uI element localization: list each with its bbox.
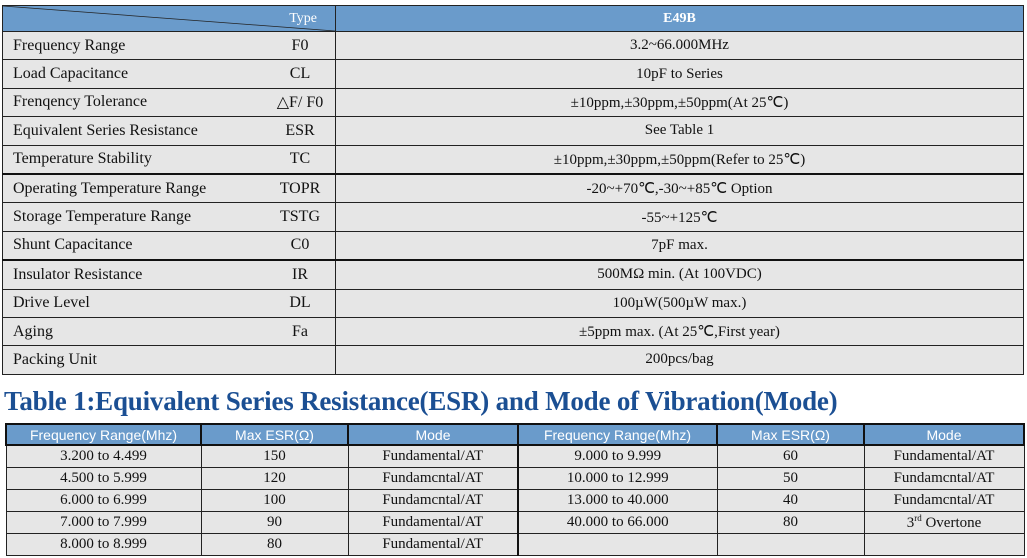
param-symbol: DL: [265, 288, 336, 318]
spec-row: Operating Temperature Range TOPR -20~+70℃,…: [2, 172, 1024, 204]
mode-cell: Fundamental/AT: [347, 533, 519, 556]
model-header: E49B: [335, 5, 1024, 32]
param-name: Shunt Capacitance: [2, 230, 265, 261]
param-symbol: Fa: [265, 316, 336, 347]
param-symbol: △F/ F0: [265, 87, 336, 118]
max-esr-cell: 120: [200, 467, 349, 490]
param-value: 500MΩ min. (At 100VDC): [335, 259, 1024, 290]
freq-range-cell: 4.500 to 5.999: [5, 467, 202, 490]
param-symbol: TOPR: [265, 172, 336, 204]
esr-row: 4.500 to 5.999 120 Fundamcntal/AT 10.000 to…: [5, 467, 1025, 490]
type-header: Type: [2, 5, 336, 32]
param-name: Packing Unit: [2, 345, 265, 375]
max-esr-cell: 90: [200, 511, 349, 534]
max-esr-cell: 40: [716, 489, 865, 512]
spec-row: Insulator Resistance IR 500MΩ min. (At 100…: [2, 259, 1024, 290]
overtone-text: Overtone: [921, 515, 982, 531]
spec-row: Equivalent Series Resistance ESR See Table…: [2, 116, 1024, 146]
param-symbol: CL: [265, 59, 336, 89]
freq-range-cell: 6.000 to 6.999: [5, 489, 202, 512]
mode-cell: Fundamental/AT: [347, 511, 519, 534]
max-esr-cell: [716, 533, 865, 556]
param-name: Insulator Resistance: [2, 259, 265, 290]
spec-table: Type E49B Frequency Range F0 3.2~66.000MHz…: [2, 5, 1024, 375]
esr-row: 8.000 to 8.999 80 Fundamental/AT: [5, 533, 1025, 556]
mode-cell: Fundamental/AT: [347, 444, 519, 468]
spec-row: Frenqency Tolerance △F/ F0 ±10ppm,±30ppm,±…: [2, 87, 1024, 118]
col-esr-2: Max ESR(Ω): [716, 423, 865, 446]
param-value: 10pF to Series: [335, 59, 1024, 89]
param-symbol: ESR: [265, 116, 336, 146]
param-name: Drive Level: [2, 288, 265, 318]
param-symbol: IR: [265, 259, 336, 290]
param-name: Frenqency Tolerance: [2, 87, 265, 118]
spec-row: Load Capacitance CL 10pF to Series: [2, 59, 1024, 89]
param-name: Equivalent Series Resistance: [2, 116, 265, 146]
mode-cell: Fundamental/AT: [863, 444, 1025, 468]
col-freq-1: Frequency Range(Mhz): [5, 423, 202, 446]
param-value: 200pcs/bag: [335, 345, 1024, 375]
param-name: Frequency Range: [2, 30, 265, 61]
param-value: 7pF max.: [335, 230, 1024, 261]
freq-range-cell: [517, 533, 718, 556]
spec-row: Packing Unit 200pcs/bag: [2, 345, 1024, 375]
param-value: 3.2~66.000MHz: [335, 30, 1024, 61]
spec-row: Frequency Range F0 3.2~66.000MHz: [2, 30, 1024, 61]
diagonal-divider: [3, 6, 335, 31]
spec-row: Drive Level DL 100µW(500µW max.): [2, 288, 1024, 318]
col-freq-2: Frequency Range(Mhz): [517, 423, 718, 446]
freq-range-cell: 3.200 to 4.499: [5, 444, 202, 468]
param-value: ±10ppm,±30ppm,±50ppm(Refer to 25℃): [335, 144, 1024, 175]
table1-title: Table 1:Equivalent Series Resistance(ESR…: [4, 386, 838, 416]
param-name: Aging: [2, 316, 265, 347]
param-name: Operating Temperature Range: [2, 172, 265, 204]
mode-cell: 3rd Overtone: [863, 511, 1025, 534]
param-value: ±10ppm,±30ppm,±50ppm(At 25℃): [335, 87, 1024, 118]
max-esr-cell: 80: [716, 511, 865, 534]
freq-range-cell: 10.000 to 12.999: [517, 467, 718, 490]
esr-table: Frequency Range(Mhz) Max ESR(Ω) Mode Fre…: [5, 423, 1025, 556]
param-value: ±5ppm max. (At 25℃,First year): [335, 316, 1024, 347]
param-name: Temperature Stability: [2, 144, 265, 175]
param-name: Storage Temperature Range: [2, 202, 265, 232]
max-esr-cell: 80: [200, 533, 349, 556]
overtone-number: 3: [906, 515, 915, 531]
freq-range-cell: 9.000 to 9.999: [517, 444, 718, 468]
param-name: Load Capacitance: [2, 59, 265, 89]
param-value: -55~+125℃: [335, 202, 1024, 232]
param-symbol: [265, 345, 336, 375]
col-mode-2: Mode: [863, 423, 1025, 446]
param-value: See Table 1: [335, 116, 1024, 146]
max-esr-cell: 50: [716, 467, 865, 490]
spec-row: Aging Fa ±5ppm max. (At 25℃,First year): [2, 316, 1024, 347]
overtone-sup: rd: [914, 513, 922, 523]
param-symbol: C0: [265, 230, 336, 261]
param-symbol: TC: [265, 144, 336, 175]
col-mode-1: Mode: [347, 423, 519, 446]
param-symbol: TSTG: [265, 202, 336, 232]
freq-range-cell: 40.000 to 66.000: [517, 511, 718, 534]
freq-range-cell: 7.000 to 7.999: [5, 511, 202, 534]
type-label: Type: [289, 11, 317, 26]
mode-cell: Fundamcntal/AT: [863, 489, 1025, 512]
mode-cell: Fundamcntal/AT: [863, 467, 1025, 490]
spec-row: Temperature Stability TC ±10ppm,±30ppm,±50…: [2, 144, 1024, 175]
max-esr-cell: 100: [200, 489, 349, 512]
mode-cell: Fundamcntal/AT: [347, 467, 519, 490]
param-symbol: F0: [265, 30, 336, 61]
freq-range-cell: 8.000 to 8.999: [5, 533, 202, 556]
max-esr-cell: 150: [200, 444, 349, 468]
col-esr-1: Max ESR(Ω): [200, 423, 349, 446]
spec-row: Shunt Capacitance C0 7pF max.: [2, 230, 1024, 261]
mode-cell: Fundamcntal/AT: [347, 489, 519, 512]
spec-row: Storage Temperature Range TSTG -55~+125℃: [2, 202, 1024, 232]
freq-range-cell: 13.000 to 40.000: [517, 489, 718, 512]
param-value: 100µW(500µW max.): [335, 288, 1024, 318]
param-value: -20~+70℃,-30~+85℃ Option: [335, 172, 1024, 204]
mode-cell: [863, 533, 1025, 556]
esr-row: 7.000 to 7.999 90 Fundamental/AT 40.000 to …: [5, 511, 1025, 534]
max-esr-cell: 60: [716, 444, 865, 468]
esr-row: 6.000 to 6.999 100 Fundamcntal/AT 13.000 to…: [5, 489, 1025, 512]
esr-row: 3.200 to 4.499 150 Fundamental/AT 9.000 to …: [5, 444, 1025, 468]
